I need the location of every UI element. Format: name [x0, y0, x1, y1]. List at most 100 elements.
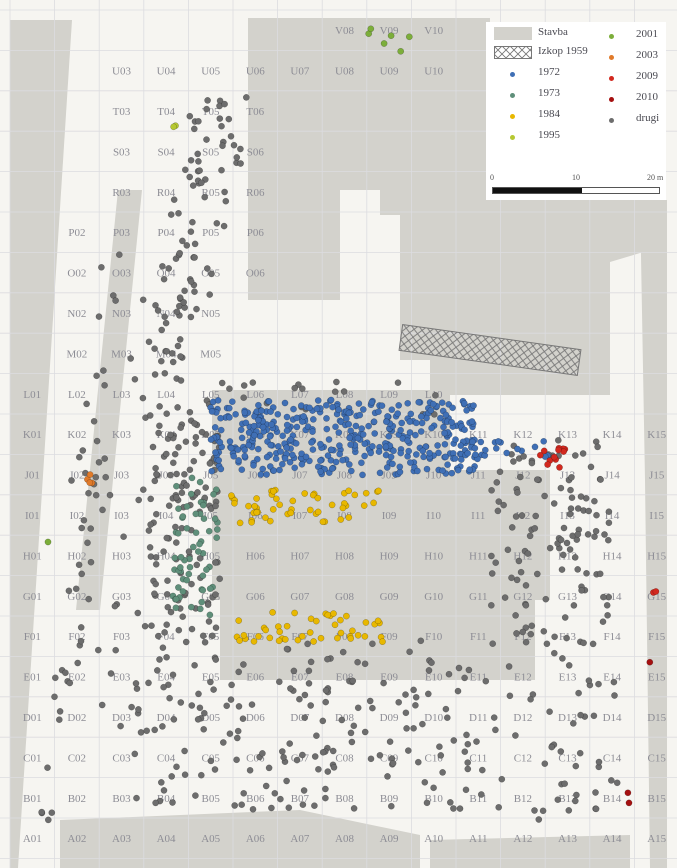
- find-point-1972: [463, 407, 470, 414]
- find-point-drugi: [193, 561, 201, 569]
- find-point-drugi: [153, 667, 161, 674]
- find-point-drugi: [287, 685, 294, 692]
- grid-cell-label: L06: [246, 389, 264, 401]
- find-point-drugi: [527, 630, 535, 638]
- find-point-drugi: [159, 262, 166, 270]
- find-point-drugi: [153, 470, 160, 478]
- grid-cell-label: C03: [112, 752, 131, 764]
- find-point-1972: [259, 423, 267, 431]
- find-point-1972: [212, 449, 219, 456]
- legend-dot-1984: [510, 114, 515, 119]
- grid-cell-label: I10: [426, 510, 441, 522]
- find-point-drugi: [513, 576, 521, 584]
- find-point-drugi: [226, 730, 234, 738]
- find-point-1972: [281, 399, 289, 407]
- find-point-1972: [441, 440, 449, 448]
- grid-cell-label: V09: [380, 25, 399, 37]
- grid-cell-label: B08: [335, 793, 354, 805]
- find-point-2009: [540, 447, 548, 455]
- find-point-1972: [286, 458, 294, 466]
- find-point-2001: [380, 40, 388, 47]
- grid-cell-label: U08: [335, 66, 354, 78]
- find-point-drugi: [182, 438, 190, 446]
- find-point-drugi: [567, 505, 575, 512]
- find-point-1972: [259, 465, 267, 473]
- find-point-drugi: [74, 659, 82, 667]
- grid-cell-label: L03: [113, 389, 131, 401]
- find-point-drugi: [178, 489, 186, 497]
- find-point-drugi: [495, 498, 503, 505]
- find-point-drugi: [573, 791, 580, 799]
- find-point-drugi: [445, 670, 453, 678]
- find-point-drugi: [597, 476, 604, 483]
- grid-cell-label: E15: [648, 672, 666, 684]
- find-point-1984: [245, 502, 252, 510]
- find-point-1972: [383, 464, 391, 471]
- find-point-drugi: [117, 722, 124, 730]
- find-point-drugi: [386, 738, 394, 746]
- find-point-drugi: [44, 764, 51, 772]
- find-point-drugi: [548, 743, 556, 751]
- find-point-1972: [287, 436, 294, 443]
- find-point-drugi: [496, 468, 504, 476]
- find-point-drugi: [156, 403, 163, 410]
- find-point-drugi: [432, 391, 439, 399]
- grid-cell-label: P02: [68, 227, 85, 239]
- find-point-1972: [302, 453, 310, 461]
- find-point-drugi: [196, 704, 204, 712]
- find-point-drugi: [387, 802, 395, 810]
- find-point-1972: [468, 418, 476, 425]
- grid-cell-label: P03: [113, 227, 131, 239]
- find-point-drugi: [191, 420, 198, 427]
- find-point-drugi: [191, 240, 199, 248]
- find-point-1984: [331, 621, 339, 629]
- grid-cell-label: G06: [246, 591, 265, 603]
- find-point-1972: [382, 418, 390, 426]
- find-point-drugi: [165, 502, 173, 510]
- find-point-drugi: [543, 640, 551, 648]
- find-point-1984: [294, 636, 302, 644]
- grid-cell-label: B09: [380, 793, 399, 805]
- find-point-1972: [267, 408, 274, 416]
- find-point-1972: [397, 426, 404, 434]
- find-point-drugi: [280, 753, 287, 761]
- find-point-drugi: [203, 265, 211, 272]
- find-point-drugi: [98, 263, 105, 271]
- grid-cell-label: L09: [380, 389, 398, 401]
- find-point-drugi: [506, 692, 514, 700]
- grid-cell-label: H15: [647, 550, 666, 562]
- legend-dot-2003: [609, 55, 614, 60]
- find-point-drugi: [235, 668, 243, 676]
- find-point-1972: [332, 458, 340, 466]
- find-point-drugi: [590, 712, 598, 720]
- find-point-drugi: [183, 482, 190, 489]
- find-point-1973: [196, 540, 203, 548]
- find-point-drugi: [186, 408, 194, 416]
- find-point-drugi: [141, 622, 149, 630]
- grid-cell-label: P05: [202, 227, 220, 239]
- find-point-drugi: [508, 574, 515, 582]
- find-point-1972: [378, 402, 386, 410]
- find-point-drugi: [65, 587, 73, 595]
- grid-cell-label: F03: [113, 631, 131, 643]
- find-point-drugi: [156, 422, 163, 430]
- find-point-drugi: [322, 785, 329, 793]
- grid-cell-label: C04: [157, 752, 176, 764]
- find-point-1972: [346, 434, 353, 442]
- find-point-1984: [349, 627, 356, 635]
- find-point-1972: [359, 471, 366, 479]
- find-point-drugi: [83, 400, 90, 408]
- find-point-drugi: [188, 625, 196, 633]
- find-point-drugi: [158, 326, 166, 334]
- find-point-drugi: [570, 602, 578, 609]
- find-point-drugi: [349, 677, 357, 685]
- find-point-drugi: [554, 436, 562, 444]
- find-point-drugi: [154, 632, 162, 640]
- legend-dot-2009: [609, 76, 614, 81]
- find-point-drugi: [157, 357, 165, 365]
- find-point-drugi: [240, 394, 248, 402]
- find-point-1972: [451, 455, 459, 462]
- find-point-drugi: [230, 141, 238, 149]
- find-point-drugi: [477, 791, 485, 798]
- find-point-drugi: [222, 197, 230, 205]
